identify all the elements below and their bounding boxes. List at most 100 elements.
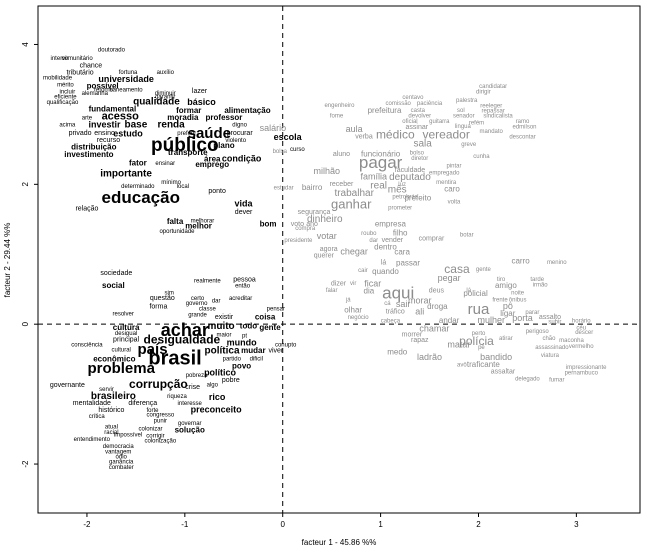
word-label: acima	[59, 122, 76, 128]
word-label: falar	[326, 288, 338, 294]
word-label: dificil	[250, 357, 263, 363]
word-label: greve	[461, 142, 477, 148]
word-label: diferença	[128, 400, 157, 407]
word-label: então	[235, 283, 251, 289]
word-label: área	[204, 154, 221, 163]
word-label: transporte	[168, 148, 208, 157]
word-label: comunitário	[62, 56, 94, 62]
word-label: político	[204, 368, 236, 378]
word-label: engenheiro	[324, 103, 355, 109]
word-label: traficante	[467, 360, 500, 369]
word-label: intervir	[51, 56, 69, 62]
word-label: dentro	[374, 242, 397, 251]
word-label: incluir	[60, 90, 76, 96]
word-label: falta	[167, 217, 184, 226]
word-label: prefeito	[404, 193, 431, 202]
word-label: procurar	[227, 130, 254, 137]
word-label: sair	[396, 299, 411, 309]
word-label: menino	[547, 260, 567, 266]
word-label: tributário	[66, 69, 93, 76]
word-label: prefeitura	[368, 106, 402, 115]
word-label: melhor	[185, 221, 212, 230]
word-label: faculdade	[395, 167, 425, 174]
word-label: ficar	[364, 279, 381, 289]
x-tick-label: 3	[574, 520, 579, 529]
word-label: morar	[408, 295, 432, 305]
word-label: delegado	[515, 376, 540, 382]
word-label: já	[345, 297, 351, 303]
word-label: saúde	[188, 125, 231, 142]
word-label: cair	[358, 268, 368, 274]
word-label: ganhar	[331, 197, 372, 212]
word-label: família	[360, 172, 387, 182]
word-label: vir	[350, 281, 356, 287]
word-label: pernambuco	[565, 371, 599, 377]
word-label: país	[138, 341, 168, 358]
word-label: brasileiro	[91, 391, 136, 402]
word-label: filho	[393, 228, 408, 237]
word-label: mínimo	[161, 180, 181, 186]
y-tick-label: 0	[21, 321, 30, 326]
word-label: pensar	[267, 306, 285, 312]
word-label: garantir	[155, 94, 175, 100]
word-label: bairro	[302, 183, 323, 192]
word-label: certo	[191, 296, 205, 302]
word-label: coisa	[255, 312, 276, 321]
word-label: ensinar	[155, 161, 175, 167]
word-label: mentalidade	[73, 400, 111, 407]
word-label: impossível	[114, 432, 142, 438]
word-label: cultural	[112, 348, 131, 354]
word-label: histórico	[98, 407, 124, 414]
x-tick-label: 1	[378, 520, 383, 529]
word-label: prometer	[388, 206, 412, 212]
word-label: pt	[242, 334, 247, 340]
word-label: existir	[215, 314, 234, 321]
word-label: relação	[75, 206, 98, 213]
word-label: básico	[187, 97, 216, 107]
word-label: ódio	[116, 455, 128, 461]
word-cloud: doutorado intervircomunitáriochancetribut…	[43, 48, 607, 471]
word-label: dia	[364, 286, 375, 295]
word-label: todo	[240, 321, 257, 330]
word-label: forte	[147, 408, 160, 414]
word-label: pegar	[438, 273, 461, 283]
word-label: local	[177, 184, 189, 190]
word-label: ano	[306, 221, 318, 228]
word-label: mês	[388, 185, 407, 196]
word-label: milhão	[314, 166, 341, 176]
word-label: eficiente	[54, 94, 77, 100]
word-label: arte	[82, 115, 93, 121]
word-label: partido	[223, 357, 242, 363]
word-label: edmilson	[512, 125, 536, 131]
word-label: mudar	[241, 346, 265, 355]
word-label: sol	[457, 108, 465, 114]
word-label: política	[205, 345, 240, 356]
word-label: base	[124, 120, 147, 131]
word-label: sim	[164, 290, 173, 296]
word-label: riqueza	[167, 394, 187, 400]
word-label: dizer	[331, 280, 347, 287]
word-label: mérito	[57, 83, 74, 89]
word-label: vereador	[422, 128, 469, 142]
word-label: dar	[212, 299, 221, 305]
word-label: vida	[235, 198, 254, 208]
word-label: petrobrás	[392, 194, 417, 200]
word-label: desigual	[115, 331, 137, 337]
word-label: fator	[129, 158, 147, 167]
x-tick-label: 0	[280, 520, 285, 529]
word-label: avô	[457, 362, 467, 368]
word-label: pagar	[359, 153, 403, 172]
word-label: alimentação	[224, 106, 270, 115]
word-label: corrigir	[146, 434, 164, 440]
word-label: moradia	[167, 113, 199, 122]
word-label: roubo	[361, 231, 377, 237]
word-label: receber	[330, 181, 354, 188]
word-label: real	[370, 180, 387, 191]
word-label: atual	[105, 425, 118, 431]
word-label: refém	[469, 120, 484, 126]
word-label: determinado	[121, 184, 155, 190]
word-label: tarde	[530, 277, 544, 283]
word-label: porta	[512, 313, 533, 323]
